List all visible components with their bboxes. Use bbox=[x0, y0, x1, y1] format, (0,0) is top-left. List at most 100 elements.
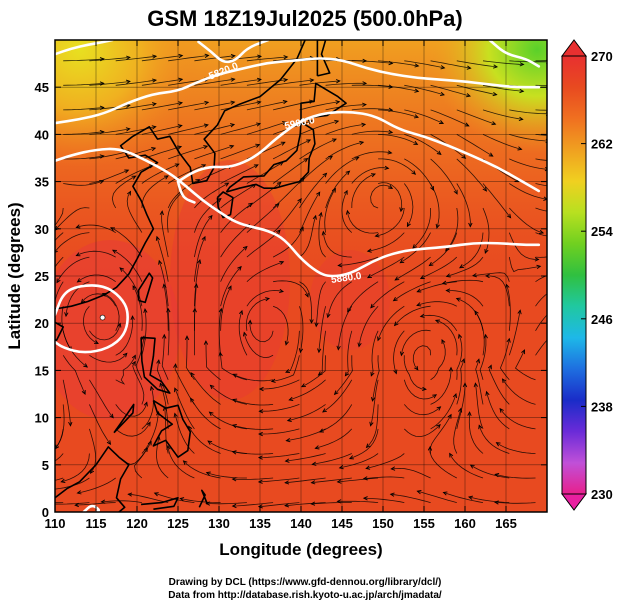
streamline bbox=[535, 339, 547, 356]
streamline-arrow bbox=[348, 455, 354, 460]
streamline bbox=[299, 215, 317, 258]
streamline bbox=[194, 236, 206, 282]
streamline-arrow bbox=[307, 119, 313, 124]
streamline bbox=[285, 502, 326, 507]
streamline bbox=[194, 55, 235, 62]
streamline-arrow bbox=[416, 490, 422, 495]
streamline-arrow bbox=[414, 365, 419, 371]
contour-line bbox=[488, 40, 541, 68]
streamline-arrow bbox=[146, 421, 151, 427]
streamline bbox=[55, 232, 64, 242]
streamline bbox=[194, 165, 233, 184]
credit-drawing: Drawing by DCL (https://www.gfd-dennou.o… bbox=[169, 577, 442, 588]
streamline bbox=[126, 191, 143, 233]
streamline bbox=[209, 411, 247, 430]
streamline-arrow bbox=[284, 340, 289, 346]
streamline bbox=[416, 301, 457, 307]
streamline bbox=[115, 79, 157, 86]
streamline-arrow bbox=[428, 261, 434, 267]
streamline-arrow bbox=[100, 499, 106, 504]
streamline-arrow bbox=[304, 292, 309, 298]
streamline-arrow bbox=[182, 460, 188, 465]
streamline-arrow bbox=[445, 246, 450, 252]
streamline bbox=[299, 281, 312, 323]
streamline-arrow bbox=[190, 397, 195, 403]
streamline-arrow bbox=[178, 101, 184, 106]
streamline bbox=[403, 183, 414, 227]
streamline-arrow bbox=[284, 480, 290, 485]
streamline bbox=[502, 378, 536, 405]
streamline-arrow bbox=[413, 140, 419, 145]
streamline bbox=[366, 404, 379, 448]
streamline-arrow bbox=[74, 502, 79, 508]
streamline bbox=[499, 408, 536, 430]
colorbar-tick-label: 262 bbox=[591, 137, 613, 152]
streamline bbox=[509, 109, 547, 115]
streamline-arrow bbox=[419, 275, 425, 279]
streamline-arrow bbox=[282, 121, 288, 126]
streamline-arrow bbox=[125, 79, 131, 84]
streamline-arrow bbox=[388, 129, 394, 135]
streamline bbox=[325, 170, 350, 209]
streamline-arrow bbox=[127, 492, 133, 497]
streamline bbox=[325, 156, 359, 184]
streamline bbox=[363, 497, 405, 503]
streamline bbox=[272, 177, 305, 209]
streamline-arrow bbox=[394, 276, 400, 281]
streamline-arrow bbox=[411, 170, 417, 175]
coastline bbox=[216, 191, 234, 219]
streamline bbox=[322, 379, 353, 413]
streamline bbox=[449, 453, 484, 479]
streamline-arrow bbox=[445, 273, 451, 278]
map-plot-area bbox=[23, 40, 547, 512]
streamline-arrow bbox=[83, 363, 89, 368]
contour-line bbox=[55, 284, 129, 354]
streamline-arrow bbox=[482, 186, 488, 192]
streamline-arrow bbox=[242, 331, 248, 337]
streamline bbox=[535, 275, 547, 283]
x-tick-label: 145 bbox=[331, 516, 353, 531]
streamline bbox=[115, 422, 151, 437]
streamline-arrow bbox=[494, 473, 500, 478]
x-tick-label: 165 bbox=[495, 516, 517, 531]
streamline bbox=[430, 60, 471, 69]
streamline-arrow bbox=[493, 500, 499, 505]
coastline bbox=[198, 489, 209, 508]
streamline-arrow bbox=[23, 500, 27, 503]
x-tick-label: 110 bbox=[45, 516, 66, 531]
streamline-arrow bbox=[312, 214, 317, 220]
streamline bbox=[322, 231, 352, 258]
streamline-arrow bbox=[300, 383, 306, 388]
streamline-arrow bbox=[370, 303, 375, 309]
streamline bbox=[141, 309, 147, 356]
streamline bbox=[167, 191, 183, 233]
streamline bbox=[62, 379, 71, 426]
streamline bbox=[246, 121, 287, 135]
streamline bbox=[508, 232, 539, 260]
streamline-arrow bbox=[370, 396, 376, 402]
streamline bbox=[482, 207, 490, 254]
streamline-arrow bbox=[483, 333, 488, 339]
colorbar-tick-label: 246 bbox=[591, 312, 613, 327]
streamline-arrow bbox=[152, 78, 158, 83]
streamline bbox=[325, 82, 367, 86]
streamline-arrow bbox=[441, 338, 446, 344]
streamline-arrow bbox=[517, 309, 522, 315]
streamline-arrow bbox=[117, 322, 122, 328]
streamline-arrow bbox=[414, 114, 419, 119]
colorbar-body bbox=[561, 55, 587, 495]
streamline bbox=[347, 210, 379, 234]
streamline-arrow bbox=[335, 100, 341, 105]
streamline-arrow bbox=[475, 358, 481, 364]
streamline bbox=[394, 256, 431, 281]
streamline-arrow bbox=[322, 172, 328, 178]
streamline bbox=[429, 232, 458, 266]
streamline bbox=[482, 60, 524, 65]
streamline-arrow bbox=[232, 398, 238, 403]
streamline bbox=[351, 60, 393, 64]
streamline-arrow bbox=[75, 224, 81, 229]
streamline bbox=[488, 365, 510, 405]
streamline bbox=[351, 130, 393, 135]
streamline-arrow bbox=[232, 373, 238, 378]
streamline-arrow bbox=[389, 492, 395, 497]
